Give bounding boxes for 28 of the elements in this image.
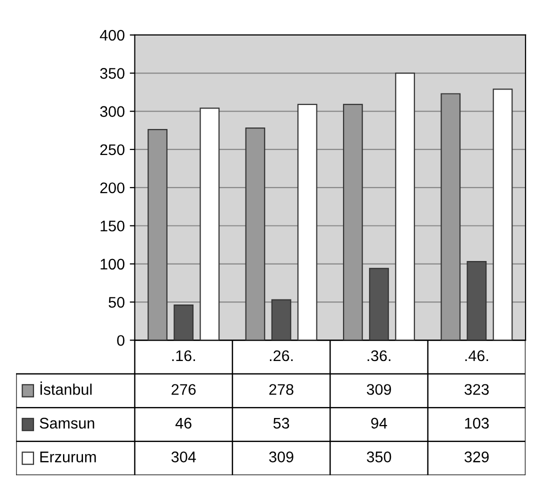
data-label: 350 (366, 452, 392, 462)
data-label: 304 (171, 452, 196, 462)
data-label: 309 (269, 452, 294, 462)
data-label: 276 (172, 384, 196, 395)
legend-label: Erzurum (40, 452, 96, 462)
y-tick-label: 100 (100, 258, 124, 270)
data-label: 329 (464, 452, 489, 462)
data-label: 323 (464, 384, 489, 395)
data-label: 309 (366, 384, 392, 395)
y-tick-label: 150 (100, 220, 124, 232)
x-tick-label: .46. (465, 350, 488, 362)
y-tick-label: 0 (117, 335, 124, 346)
x-tick-label: .16. (172, 350, 195, 362)
x-tick-label: .36. (368, 350, 390, 362)
data-label: 103 (465, 418, 489, 429)
y-tick-label: 300 (100, 106, 124, 117)
x-tick-label: .26. (270, 350, 293, 362)
legend-label: Samsun (40, 418, 94, 429)
data-label: 53 (273, 418, 290, 429)
legend-label: İstanbul (40, 382, 92, 395)
data-label: 278 (269, 384, 294, 395)
data-label: 46 (175, 418, 192, 429)
y-tick-label: 50 (108, 296, 124, 308)
y-tick-label: 350 (100, 68, 124, 79)
y-tick-label: 400 (100, 30, 124, 41)
y-tick-label: 200 (100, 182, 124, 194)
data-label: 94 (371, 418, 388, 429)
y-tick-label: 250 (100, 144, 124, 156)
